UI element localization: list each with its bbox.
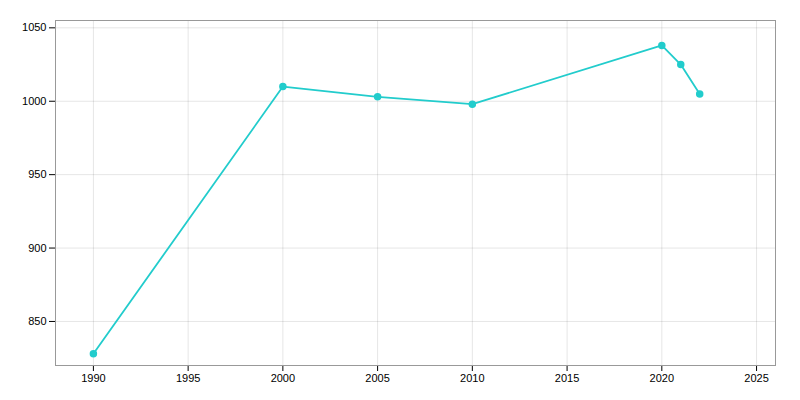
svg-text:1000: 1000 [22, 95, 46, 107]
svg-text:1995: 1995 [176, 372, 200, 384]
svg-text:900: 900 [28, 242, 46, 254]
svg-text:2025: 2025 [744, 372, 768, 384]
svg-text:2000: 2000 [271, 372, 295, 384]
svg-text:1050: 1050 [22, 21, 46, 33]
svg-text:2005: 2005 [365, 372, 389, 384]
svg-text:2020: 2020 [650, 372, 674, 384]
svg-text:850: 850 [28, 315, 46, 327]
svg-text:1990: 1990 [81, 372, 105, 384]
svg-text:2010: 2010 [460, 372, 484, 384]
svg-text:950: 950 [28, 168, 46, 180]
svg-text:2015: 2015 [555, 372, 579, 384]
